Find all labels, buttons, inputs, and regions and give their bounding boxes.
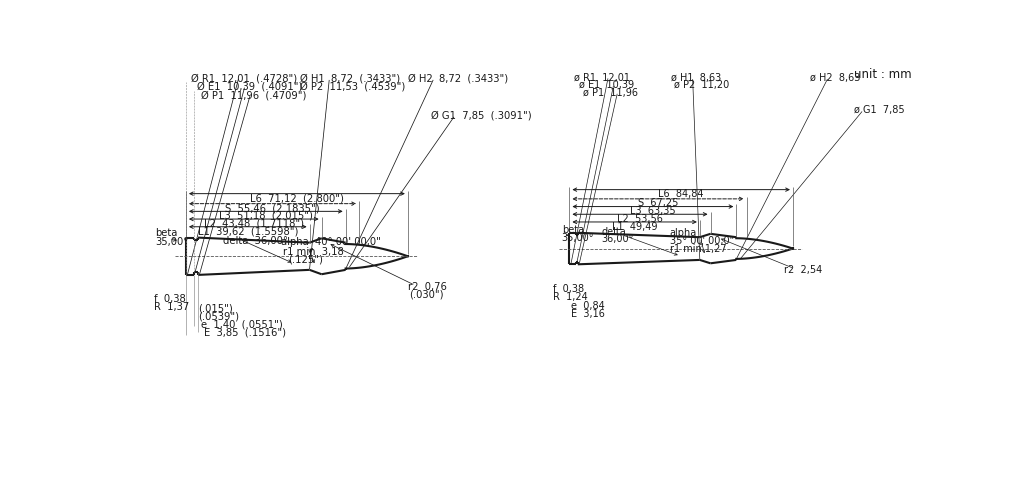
- Text: R  1,24: R 1,24: [553, 292, 588, 302]
- Text: e  0,84: e 0,84: [571, 300, 605, 311]
- Text: 35,00°: 35,00°: [562, 233, 594, 243]
- Text: alpha: alpha: [670, 228, 696, 238]
- Text: beta: beta: [156, 228, 177, 238]
- Text: L6  84,84: L6 84,84: [658, 189, 703, 199]
- Text: Ø R1  12,01  (.4728"): Ø R1 12,01 (.4728"): [190, 73, 297, 84]
- Text: ø P1  11,96: ø P1 11,96: [584, 88, 638, 98]
- Text: R  1,37: R 1,37: [154, 302, 188, 312]
- Text: ø E1  10,39: ø E1 10,39: [580, 80, 635, 90]
- Text: L6  71,12  (2.800"): L6 71,12 (2.800"): [250, 193, 344, 203]
- Text: Ø P2  11,53  (.4539"): Ø P2 11,53 (.4539"): [300, 82, 406, 92]
- Text: delta: delta: [602, 227, 627, 237]
- Text: delta  36,00°: delta 36,00°: [223, 236, 288, 246]
- Text: Ø G1  7,85  (.3091"): Ø G1 7,85 (.3091"): [431, 110, 531, 120]
- Text: r2  0,76: r2 0,76: [408, 282, 446, 292]
- Text: (.030"): (.030"): [410, 290, 443, 300]
- Text: ø H1  8,63: ø H1 8,63: [671, 72, 721, 83]
- Text: 35° 00' 00,0": 35° 00' 00,0": [670, 236, 733, 246]
- Text: e  1,40  (.0551"): e 1,40 (.0551"): [202, 319, 284, 329]
- Text: unit : mm: unit : mm: [854, 68, 912, 81]
- Text: alpha  40° 00' 00,0": alpha 40° 00' 00,0": [281, 238, 381, 247]
- Text: ø R1  12,01: ø R1 12,01: [574, 72, 630, 83]
- Text: (.015"): (.015"): [199, 304, 233, 313]
- Text: L2  53,56: L2 53,56: [617, 214, 663, 224]
- Text: Ø H1  8,72  (.3433"): Ø H1 8,72 (.3433"): [300, 73, 400, 84]
- Text: r2  2,54: r2 2,54: [783, 265, 822, 275]
- Text: E  3,85  (.1516"): E 3,85 (.1516"): [204, 327, 286, 337]
- Text: Ø H2  8,72  (.3433"): Ø H2 8,72 (.3433"): [408, 73, 508, 84]
- Text: 36,00°: 36,00°: [602, 234, 634, 244]
- Text: (.125"): (.125"): [289, 254, 324, 264]
- Text: f  0,38: f 0,38: [553, 284, 584, 294]
- Text: ø G1  7,85: ø G1 7,85: [854, 105, 905, 115]
- Text: (.0539"): (.0539"): [199, 312, 240, 321]
- Text: r1 min 1,27: r1 min 1,27: [670, 243, 726, 253]
- Text: S  67,25: S 67,25: [638, 199, 678, 208]
- Text: Ø E1  10,39  (.4091"): Ø E1 10,39 (.4091"): [197, 82, 302, 92]
- Text: L3  51,18  (2.015"): L3 51,18 (2.015"): [219, 211, 312, 221]
- Text: ø P2  11,20: ø P2 11,20: [674, 80, 729, 90]
- Text: L1  49,49: L1 49,49: [612, 222, 657, 231]
- Text: ø H2  8,63: ø H2 8,63: [810, 72, 860, 83]
- Text: E  3,16: E 3,16: [571, 309, 605, 319]
- Text: L3  63,35: L3 63,35: [630, 206, 676, 216]
- Text: 35,00°: 35,00°: [156, 237, 188, 247]
- Text: Ø P1  11,96  (.4709"): Ø P1 11,96 (.4709"): [202, 90, 307, 100]
- Text: S  55,46  (2.1835"): S 55,46 (2.1835"): [225, 203, 319, 213]
- Text: L1  39,62  (1.5598"): L1 39,62 (1.5598"): [198, 227, 298, 236]
- Text: r1 min  3,18: r1 min 3,18: [283, 247, 344, 257]
- Text: f  0,38: f 0,38: [154, 294, 185, 304]
- Text: beta: beta: [562, 225, 584, 235]
- Text: L2  43,48  (1.7118"): L2 43,48 (1.7118"): [204, 219, 304, 228]
